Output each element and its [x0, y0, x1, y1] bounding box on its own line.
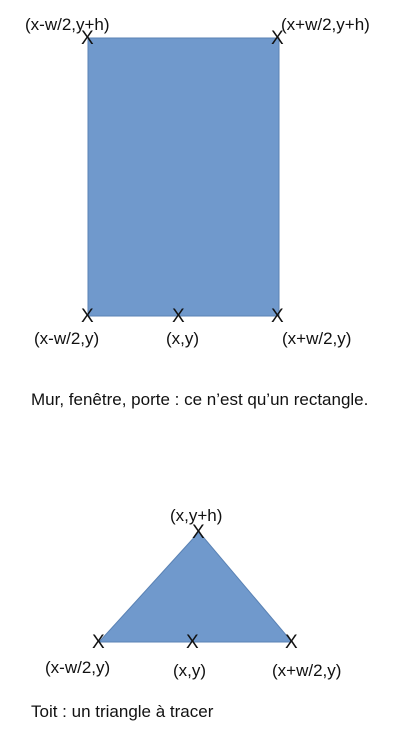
- tri-bottom-left-label: (x-w/2,y): [45, 658, 111, 677]
- rect-top-left-label: (x-w/2,y+h): [25, 15, 110, 34]
- rect-bottom-right-label: (x+w/2,y): [282, 329, 352, 348]
- rect-bottom-center-marker: X: [172, 306, 185, 327]
- tri-bottom-center-marker: X: [186, 632, 199, 653]
- rect-bottom-left-label: (x-w/2,y): [34, 329, 100, 348]
- roof-triangle: [97, 531, 294, 643]
- rect-top-left-marker: X: [81, 28, 94, 49]
- tri-bottom-right-marker: X: [285, 632, 298, 653]
- rect-top-right-marker: X: [271, 28, 284, 49]
- rectangle-caption: Mur, fenêtre, porte : ce n’est qu’un rec…: [31, 390, 369, 409]
- rect-bottom-right-marker: X: [271, 306, 284, 327]
- tri-apex-marker: X: [192, 522, 205, 543]
- triangle-caption: Toit : un triangle à tracer: [31, 702, 214, 721]
- rect-bottom-center-label: (x,y): [166, 329, 200, 348]
- tri-bottom-center-label: (x,y): [173, 661, 207, 680]
- rect-top-right-label: (x+w/2,y+h): [281, 15, 370, 34]
- tri-bottom-left-marker: X: [92, 632, 105, 653]
- wall-rectangle: [87, 37, 280, 317]
- tri-bottom-right-label: (x+w/2,y): [272, 661, 342, 680]
- tri-apex-label: (x,y+h): [170, 506, 223, 525]
- rect-bottom-left-marker: X: [81, 306, 94, 327]
